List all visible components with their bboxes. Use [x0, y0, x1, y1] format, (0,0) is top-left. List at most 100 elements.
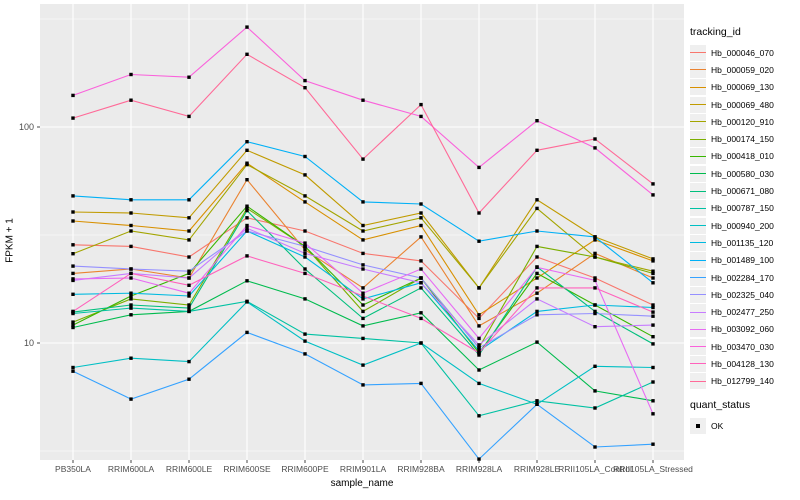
legend-key-box: [690, 355, 706, 372]
data-point: [535, 309, 539, 314]
data-point: [71, 365, 75, 370]
data-point: [419, 216, 423, 220]
data-point: [129, 98, 133, 102]
data-point: [245, 330, 249, 335]
legend-item-label: Hb_001489_100: [711, 255, 774, 266]
data-point: [71, 271, 75, 276]
data-point: [593, 406, 597, 410]
data-point: [361, 267, 365, 271]
data-point: [187, 269, 191, 273]
data-point: [129, 306, 133, 310]
data-point: [71, 264, 75, 268]
data-point: [71, 323, 75, 327]
legend-key-line-icon: [690, 155, 706, 157]
data-point: [651, 314, 655, 318]
data-point: [419, 281, 423, 285]
data-point: [419, 267, 423, 271]
legend-key-line-icon: [690, 138, 706, 140]
legend-item-Hb_000069_130: Hb_000069_130: [690, 79, 774, 96]
data-point: [303, 229, 307, 233]
data-point: [187, 75, 191, 79]
data-point: [361, 383, 365, 387]
data-point: [129, 211, 133, 215]
legend-key-box: [690, 286, 706, 303]
data-point: [361, 263, 365, 267]
legend-item-Hb_000787_150: Hb_000787_150: [690, 200, 774, 217]
data-point: [303, 332, 307, 336]
data-point: [187, 291, 191, 295]
legend-key-line-icon: [690, 259, 706, 261]
data-point: [187, 114, 191, 119]
data-point: [535, 399, 539, 403]
legend-item-label: Hb_000046_070: [711, 47, 774, 58]
legend-key-line-icon: [690, 380, 706, 382]
data-point: [245, 140, 249, 144]
data-point: [361, 98, 365, 102]
data-point: [303, 267, 307, 271]
data-point: [593, 251, 597, 256]
legend-key-box: [690, 79, 706, 96]
data-point: [593, 137, 597, 141]
legend-item-Hb_000940_200: Hb_000940_200: [690, 217, 774, 234]
data-point: [419, 341, 423, 345]
legend-key-box: [690, 183, 706, 200]
legend-item-label: Hb_000120_910: [711, 116, 774, 127]
legend-item-ok: OK: [690, 417, 750, 434]
data-point: [71, 325, 75, 330]
data-point: [535, 402, 539, 406]
data-point: [187, 271, 191, 276]
legend-key-box: [690, 113, 706, 130]
legend-key-box: [690, 131, 706, 148]
legend-key-line-icon: [690, 121, 706, 123]
data-point: [361, 324, 365, 328]
legend-item-label: Hb_000069_130: [711, 82, 774, 93]
legend-key-line-icon: [690, 104, 706, 106]
legend-key-box: [690, 338, 706, 355]
data-point: [419, 202, 423, 206]
data-point: [477, 381, 481, 386]
x-tick-label: RRIM600LE: [166, 464, 213, 474]
data-point: [477, 316, 481, 321]
data-point: [303, 352, 307, 356]
data-point: [303, 154, 307, 159]
data-point: [129, 271, 133, 276]
data-point: [477, 286, 481, 290]
legend-item-Hb_002477_250: Hb_002477_250: [690, 303, 774, 321]
data-point: [651, 303, 655, 307]
data-point: [303, 200, 307, 204]
data-point: [129, 223, 133, 228]
data-point: [303, 251, 307, 256]
data-point: [303, 244, 307, 249]
data-point: [245, 226, 249, 230]
data-point: [535, 229, 539, 233]
data-point: [593, 278, 597, 283]
data-point: [361, 223, 365, 228]
axis-ticks: [37, 126, 654, 463]
x-axis-title: sample_name: [330, 478, 394, 489]
data-point: [535, 119, 539, 123]
data-point: [303, 248, 307, 252]
data-point: [535, 276, 539, 280]
data-point: [303, 86, 307, 90]
data-point: [129, 297, 133, 301]
data-point: [535, 340, 539, 344]
data-point: [303, 78, 307, 83]
data-point: [187, 276, 191, 280]
legend-key-box: [690, 44, 706, 61]
legend-key-line-icon: [690, 346, 706, 348]
legend-item-Hb_000671_080: Hb_000671_080: [690, 182, 774, 200]
legend-key-line-icon: [690, 294, 706, 296]
data-point: [187, 255, 191, 259]
data-point: [303, 241, 307, 245]
data-point: [477, 349, 481, 353]
data-point: [187, 238, 191, 242]
data-point: [187, 216, 191, 220]
legend-item-Hb_000120_910: Hb_000120_910: [690, 113, 774, 130]
data-point: [419, 211, 423, 215]
data-point: [245, 223, 249, 228]
data-point: [245, 206, 249, 211]
legend-key-box: [690, 96, 706, 113]
legend-key-box: [690, 269, 706, 286]
data-point: [129, 294, 133, 298]
data-point: [651, 257, 655, 261]
